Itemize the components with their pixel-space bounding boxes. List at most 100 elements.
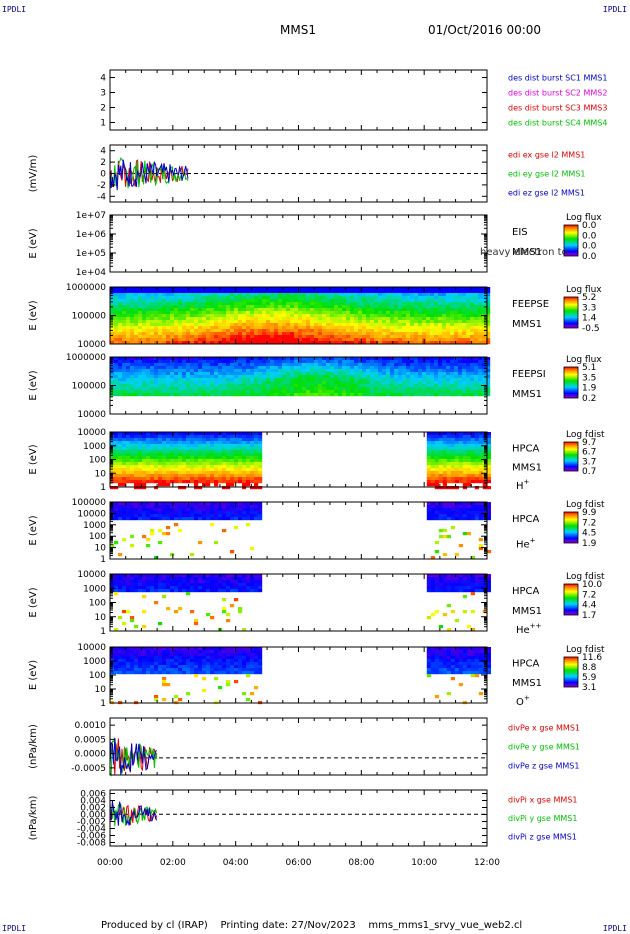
colorbar-label: Log flux [566, 285, 602, 295]
spectrogram-cell [442, 441, 447, 445]
spectrogram-cell [346, 335, 351, 339]
spectrogram-cell [126, 505, 131, 509]
spectrogram-cell [438, 372, 443, 376]
spectrogram-cell [194, 287, 199, 291]
spectrogram-cell [314, 360, 319, 364]
spectrogram-cell [226, 369, 231, 373]
spectrogram-cell [202, 317, 207, 321]
spectrogram-cell [306, 378, 311, 382]
spectrogram-cell [434, 320, 439, 324]
spectrogram-cell [178, 293, 183, 297]
spectrogram-cell [234, 453, 239, 457]
spectrogram-cell [158, 450, 163, 454]
spectrogram-cell [302, 293, 307, 297]
y-axis-label: E (eV) [28, 370, 39, 400]
spectrogram-cell [174, 393, 179, 397]
spectrogram-cell [258, 308, 263, 312]
spectrogram-cell [234, 514, 239, 518]
spectrogram-cell [114, 375, 119, 379]
spectrogram-cell [470, 314, 475, 318]
colorbar [563, 366, 579, 399]
spectrogram-cell [394, 381, 399, 385]
spectrogram-cell [218, 372, 223, 376]
spectrogram-cell [270, 320, 275, 324]
spectrogram-cell [122, 381, 127, 385]
spectrogram-cell [454, 290, 459, 294]
spectrogram-cell [298, 311, 303, 315]
spectrogram-cell [478, 338, 483, 342]
spectrogram-cell [418, 369, 423, 373]
spectrogram-cell [486, 308, 491, 312]
spectrogram-cell [162, 317, 167, 321]
spectrogram-cell [282, 363, 287, 367]
spectrogram-cell [198, 541, 203, 545]
spectrogram-cell [270, 357, 275, 361]
spectrogram-cell [134, 435, 139, 439]
spectrogram-cell [174, 517, 179, 521]
spectrogram-cell [442, 323, 447, 327]
spectrogram-cell [310, 393, 315, 397]
spectrogram-cell [362, 338, 367, 342]
spectrogram-cell [426, 447, 431, 451]
spectrogram-cell [214, 468, 219, 472]
spectrogram-cell [246, 393, 251, 397]
spectrogram-cell [246, 456, 251, 460]
spectrogram-cell [186, 329, 191, 333]
spectrogram-cell [470, 441, 475, 445]
spectrogram-cell [322, 323, 327, 327]
spectrogram-cell [154, 326, 159, 330]
spectrogram-cell [318, 308, 323, 312]
spectrogram-cell [202, 477, 207, 481]
spectrogram-cell [130, 381, 135, 385]
spectrogram-cell [114, 341, 119, 345]
spectrogram-cell [266, 375, 271, 379]
spectrogram-cell [162, 441, 167, 445]
spectrogram-cell [414, 317, 419, 321]
spectrogram-cell [438, 517, 443, 521]
spectrogram-cell [282, 290, 287, 294]
spectrogram-cell [226, 305, 231, 309]
spectrogram-cell [438, 326, 443, 330]
spectrogram-cell [486, 432, 491, 436]
spectrogram-cell [254, 438, 259, 442]
spectrogram-cell [126, 517, 131, 521]
spectrogram-cell [330, 302, 335, 306]
spectrogram-cell [202, 296, 207, 300]
spectrogram-cell [462, 311, 467, 315]
spectrogram-cell [258, 302, 263, 306]
spectrogram-cell [202, 290, 207, 294]
spectrogram-cell [146, 372, 151, 376]
spectrogram-cell [386, 378, 391, 382]
spectrogram-cell [350, 302, 355, 306]
spectrogram-cell [190, 381, 195, 385]
spectrogram-cell [346, 357, 351, 361]
spectrogram-cell [198, 378, 203, 382]
spectrogram-cell [390, 314, 395, 318]
spectrogram-cell [486, 514, 491, 518]
spectrogram-cell [446, 375, 451, 379]
spectrogram-cell [154, 323, 159, 327]
spectrogram-cell [190, 456, 195, 460]
spectrogram-cell [118, 299, 123, 303]
colorbar-label: Log fdist [566, 430, 605, 440]
spectrogram-cell [250, 465, 255, 469]
spectrogram-cell [114, 474, 119, 478]
spectrogram-cell [430, 332, 435, 336]
spectrogram-cell [338, 372, 343, 376]
spectrogram-cell [350, 314, 355, 318]
spectrogram-cell [178, 390, 183, 394]
spectrogram-cell [390, 393, 395, 397]
spectrogram-cell [326, 332, 331, 336]
spectrogram-cell [214, 381, 219, 385]
spectrogram-cell [286, 323, 291, 327]
spectrogram-cell [154, 480, 159, 484]
spectrogram-cell [406, 290, 411, 294]
spectrogram-cell [434, 369, 439, 373]
spectrogram-cell [226, 329, 231, 333]
spectrogram-cell [450, 326, 455, 330]
spectrogram-cell [222, 480, 227, 484]
spectrogram-cell [398, 363, 403, 367]
spectrogram-cell [250, 514, 255, 518]
spectrogram-cell [370, 360, 375, 364]
spectrogram-cell [474, 435, 479, 439]
